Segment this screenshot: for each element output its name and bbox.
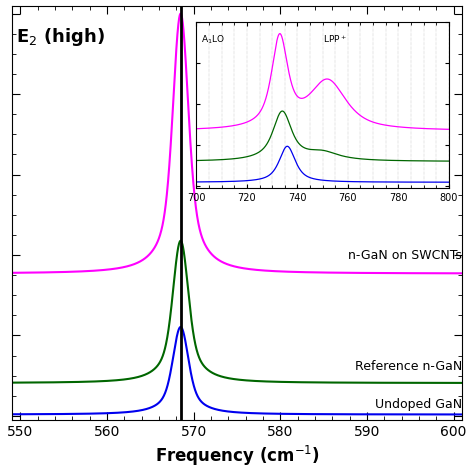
X-axis label: Frequency (cm$^{-1}$): Frequency (cm$^{-1}$)	[155, 444, 319, 468]
Text: Undoped GaN: Undoped GaN	[375, 398, 462, 410]
Text: Reference n-GaN: Reference n-GaN	[355, 360, 462, 373]
Text: n-GaN on SWCNTs: n-GaN on SWCNTs	[348, 248, 462, 262]
Text: E$_2$ (high): E$_2$ (high)	[16, 26, 105, 48]
